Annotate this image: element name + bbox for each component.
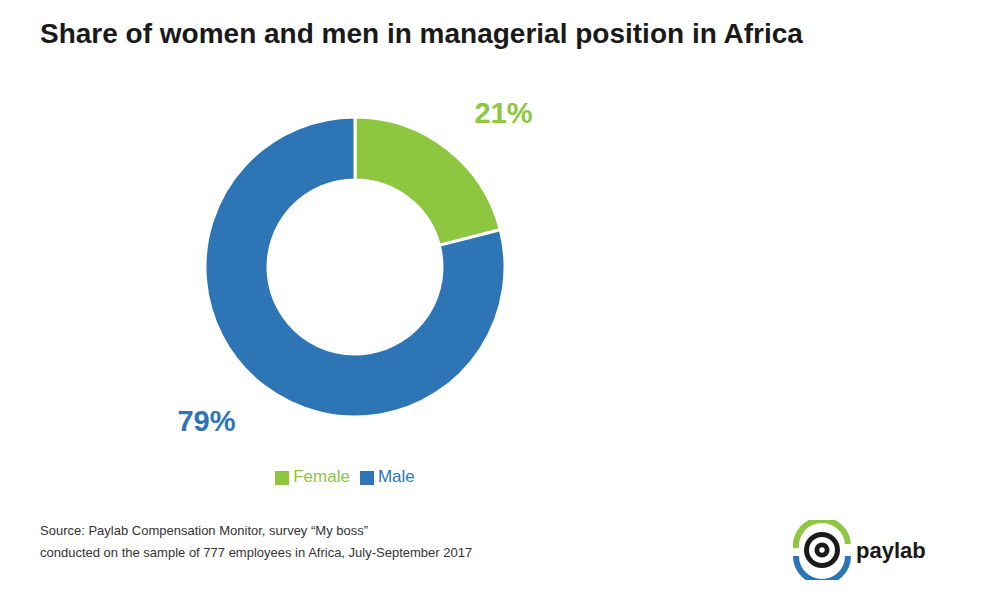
svg-text:21%: 21% <box>475 97 533 129</box>
svg-text:79%: 79% <box>177 405 235 437</box>
html-text:Source: Paylab Compensation Mo: Source: Paylab Compensation Monitor, sur… <box>40 523 368 538</box>
html-text:Female: Female <box>293 467 350 486</box>
svg-text:paylab: paylab <box>856 538 926 563</box>
html-text:conducted on the sample of 777: conducted on the sample of 777 employees… <box>40 545 473 560</box>
html-text:Share of women and men in mana: Share of women and men in managerial pos… <box>40 18 803 49</box>
html-text:Male: Male <box>377 467 415 486</box>
